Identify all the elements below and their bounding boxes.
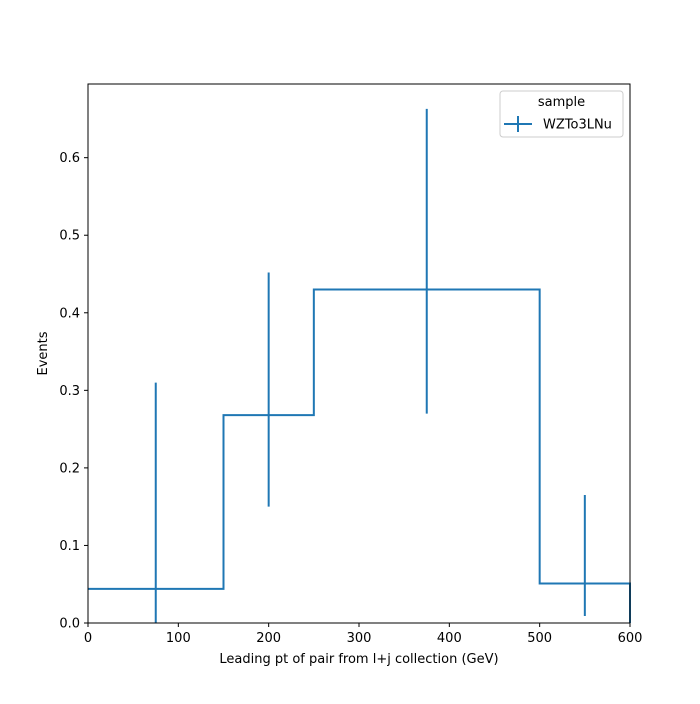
y-tick-label: 0.1 [59,539,80,554]
plot-area [88,108,631,623]
histogram-step-line [88,288,631,623]
x-tick-label: 100 [166,631,191,646]
legend-box [499,90,624,138]
y-tick-label: 0.3 [59,384,80,399]
x-tick-label: 400 [437,631,462,646]
y-tick-label: 0.2 [59,461,80,476]
y-axis-label: Events [36,331,51,375]
x-axis-label: Leading pt of pair from l+j collection (… [219,652,498,667]
y-tick-label: 0.0 [59,617,80,632]
x-tick-label: 600 [618,631,643,646]
x-tick-label: 200 [256,631,281,646]
y-tick-label: 0.5 [59,229,80,244]
legend-entry-label: WZTo3LNu [543,118,612,133]
x-tick-label: 500 [527,631,552,646]
x-tick-label: 300 [347,631,372,646]
legend: sample WZTo3LNu [499,90,624,138]
legend-entries: WZTo3LNu [504,116,612,133]
axes: 0 100 200 300 400 500 600 0.0 0.1 0.2 0.3 0.4 0.5 0.6 [59,83,643,646]
legend-title: sample [538,95,585,110]
x-tick-label: 0 [84,631,92,646]
y-tick-label: 0.6 [59,151,80,166]
y-tick-label: 0.4 [59,306,80,321]
